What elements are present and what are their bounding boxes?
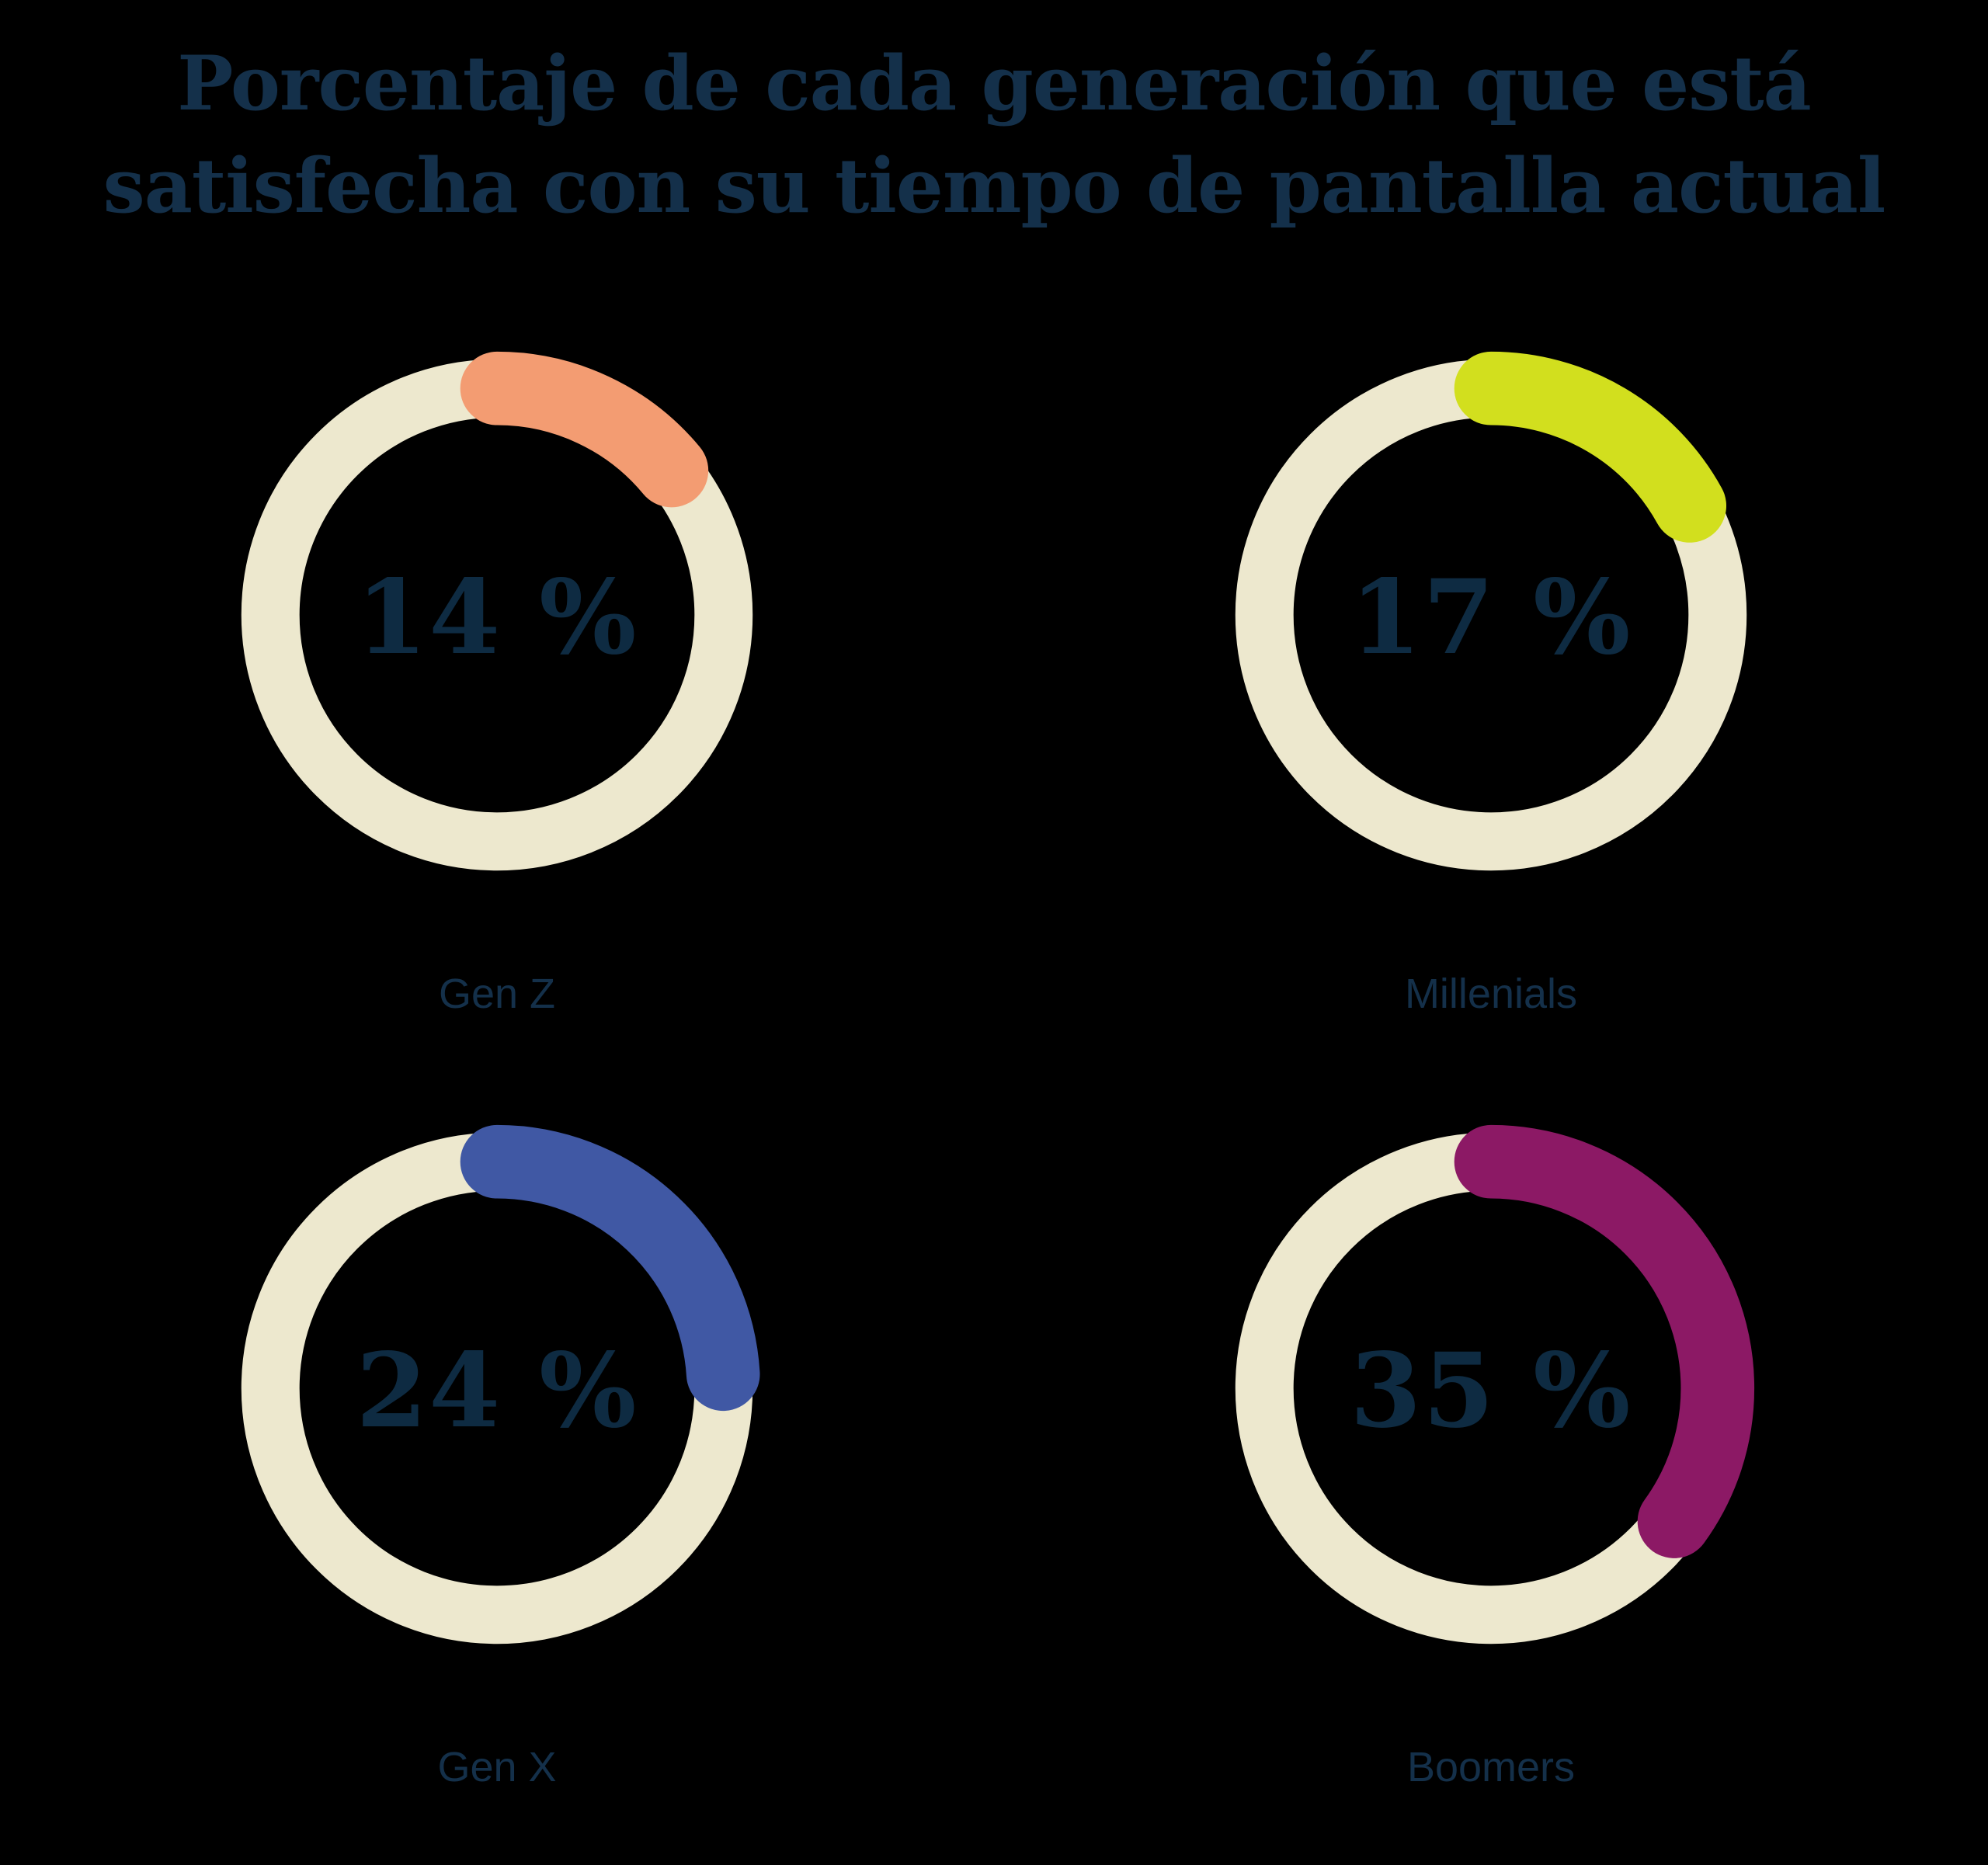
donut-progress-arc bbox=[1227, 351, 1755, 879]
donut-progress-arc bbox=[233, 1124, 761, 1652]
donut-chart-millenials: 17 % Millenials bbox=[1223, 347, 1759, 1018]
donut-gen-z-svg bbox=[233, 351, 761, 879]
donut-label: Millenials bbox=[1404, 970, 1578, 1017]
donut-progress-arc bbox=[233, 351, 761, 879]
donut-value: 14 % bbox=[356, 557, 638, 679]
donut-gen-z-ring-area: 14 % bbox=[229, 347, 765, 883]
donut-chart-gen-x: 24 % Gen X bbox=[229, 1120, 765, 1791]
donut-millenials-svg bbox=[1227, 351, 1755, 879]
donut-label: Boomers bbox=[1406, 1743, 1576, 1790]
donut-label: Gen Z bbox=[438, 970, 556, 1017]
donut-progress-arc bbox=[1227, 1124, 1755, 1652]
donut-value: 24 % bbox=[356, 1331, 638, 1452]
donut-value: 35 % bbox=[1350, 1331, 1632, 1452]
donut-label: Gen X bbox=[437, 1743, 557, 1790]
donut-chart-boomers: 35 % Boomers bbox=[1223, 1120, 1759, 1791]
donut-grid: 14 % Gen Z 17 % Millenials 24 % bbox=[0, 347, 1988, 1791]
chart-title: Porcentaje de cada generación que está s… bbox=[0, 33, 1988, 238]
donut-boomers-svg bbox=[1227, 1124, 1755, 1652]
donut-gen-x-ring-area: 24 % bbox=[229, 1120, 765, 1656]
donut-millenials-ring-area: 17 % bbox=[1223, 347, 1759, 883]
chart-title-line-2: satisfecha con su tiempo de pantalla act… bbox=[103, 142, 1886, 231]
chart-title-line-1: Porcentaje de cada generación que está bbox=[177, 40, 1811, 127]
donut-boomers-ring-area: 35 % bbox=[1223, 1120, 1759, 1656]
donut-gen-x-svg bbox=[233, 1124, 761, 1652]
donut-chart-gen-z: 14 % Gen Z bbox=[229, 347, 765, 1018]
donut-value: 17 % bbox=[1350, 557, 1632, 679]
